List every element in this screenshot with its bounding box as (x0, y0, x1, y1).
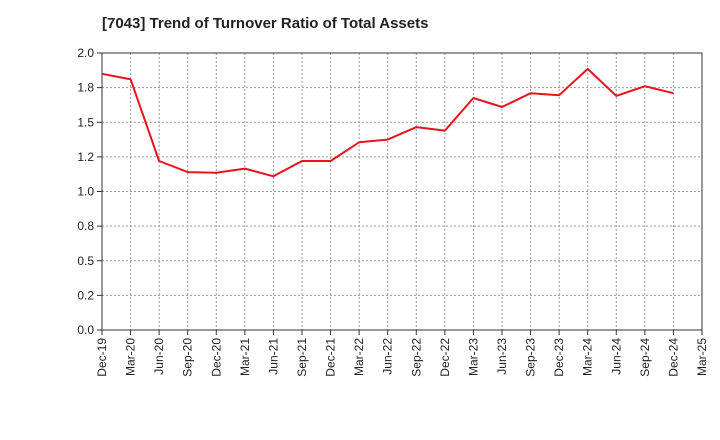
x-tick-label: Dec-20 (209, 338, 223, 377)
y-tick-label: 0.5 (77, 254, 94, 268)
x-tick-label: Sep-20 (181, 338, 195, 377)
y-tick-label: 1.8 (77, 81, 94, 95)
x-tick-label: Mar-23 (466, 338, 480, 376)
y-tick-label: 2.0 (77, 46, 94, 60)
x-tick-label: Sep-22 (409, 338, 423, 377)
y-tick-label: 1.2 (77, 150, 94, 164)
y-tick-label: 0.0 (77, 323, 94, 337)
y-tick-label: 0.2 (77, 288, 94, 302)
x-tick-label: Jun-24 (609, 338, 623, 375)
axis-layer (97, 52, 703, 335)
x-tick-label: Sep-23 (524, 338, 538, 377)
series-layer (101, 67, 674, 178)
x-tick-label: Dec-19 (95, 338, 109, 377)
y-tick-label: 0.8 (77, 219, 94, 233)
y-tick-label: 1.5 (77, 115, 94, 129)
x-tick-label: Jun-22 (381, 338, 395, 375)
grid-layer (102, 53, 702, 330)
tick-labels: 0.0 0.2 0.5 0.8 1.0 1.2 1.5 1.8 2.0 Dec-19 Mar-20 J… (77, 46, 709, 377)
x-tick-label: Mar-22 (352, 338, 366, 376)
x-tick-label: Sep-24 (638, 338, 652, 377)
x-tick-label: Dec-22 (438, 338, 452, 377)
y-tick-label: 1.0 (77, 185, 94, 199)
x-tick-label: Mar-20 (124, 338, 138, 376)
x-tick-label: Jun-23 (495, 338, 509, 375)
x-tick-label: Jun-21 (266, 338, 280, 375)
x-tick-label: Mar-25 (695, 338, 709, 376)
x-tick-label: Sep-21 (295, 338, 309, 377)
series-line (101, 67, 674, 178)
x-tick-label: Dec-21 (324, 338, 338, 377)
x-tick-label: Jun-20 (152, 338, 166, 375)
x-tick-label: Mar-24 (581, 338, 595, 376)
plot-frame (101, 52, 703, 331)
x-tick-label: Mar-21 (238, 338, 252, 376)
x-tick-label: Dec-24 (666, 338, 680, 377)
chart-title: [7043] Trend of Turnover Ratio of Total … (102, 15, 429, 32)
x-tick-label: Dec-23 (552, 338, 566, 377)
